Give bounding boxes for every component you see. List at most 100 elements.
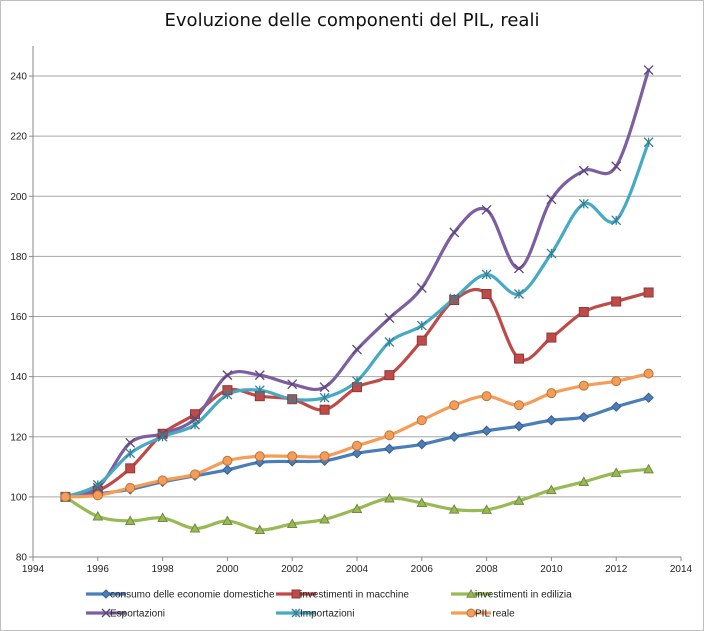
data-point-0-2010 bbox=[546, 415, 557, 426]
legend-item: Importazioni bbox=[276, 609, 354, 620]
x-tick-label: 2002 bbox=[281, 564, 304, 575]
data-point-4-2008 bbox=[481, 269, 492, 280]
data-point-2-2001 bbox=[254, 524, 266, 535]
data-point-2-2000 bbox=[222, 515, 233, 526]
data-point-5-2008 bbox=[481, 391, 492, 402]
y-tick-label: 140 bbox=[10, 372, 27, 383]
data-point-2-2006 bbox=[416, 497, 428, 507]
data-point-2-2010 bbox=[546, 484, 557, 495]
data-point-5-2004 bbox=[352, 440, 362, 451]
x-tick-label: 2004 bbox=[346, 564, 369, 575]
data-point-5-2005 bbox=[384, 430, 395, 441]
data-point-5-2001 bbox=[254, 451, 265, 462]
legend-label: investimenti in edilizia bbox=[475, 590, 572, 601]
series-line-3 bbox=[63, 68, 651, 499]
legend-marker bbox=[101, 608, 111, 618]
data-point-2-2013 bbox=[643, 463, 654, 474]
data-point-3-2001 bbox=[254, 370, 265, 381]
legend-item: investimenti in edilizia bbox=[451, 588, 572, 601]
data-point-3-2003 bbox=[319, 382, 330, 393]
data-point-5-2011 bbox=[578, 380, 589, 391]
legend-marker bbox=[291, 608, 301, 618]
data-point-5-2000 bbox=[222, 455, 233, 466]
data-point-1-1997 bbox=[125, 463, 136, 474]
data-point-5-2009 bbox=[514, 400, 524, 411]
legend-label: Importazioni bbox=[300, 609, 354, 620]
legend-item: Esportazioni bbox=[86, 609, 165, 620]
y-tick-label: 80 bbox=[16, 553, 28, 564]
x-tick-label: 2000 bbox=[216, 564, 239, 575]
x-tick-label: 2014 bbox=[670, 564, 693, 575]
data-point-5-1995 bbox=[60, 491, 71, 502]
y-tick-label: 180 bbox=[10, 252, 27, 263]
data-point-2-2011 bbox=[578, 476, 590, 486]
x-tick-label: 1998 bbox=[151, 564, 174, 575]
data-point-1-2008 bbox=[481, 288, 492, 299]
legend-marker bbox=[101, 589, 111, 599]
legend-item: consumo delle economie domestiche bbox=[86, 589, 275, 601]
data-point-5-1999 bbox=[190, 469, 200, 480]
data-point-4-2009 bbox=[514, 289, 524, 299]
data-point-1-2012 bbox=[611, 296, 622, 307]
data-point-4-2003 bbox=[319, 392, 330, 403]
data-point-2-2008 bbox=[481, 504, 492, 514]
data-point-4-2012 bbox=[611, 215, 622, 226]
data-point-0-2009 bbox=[513, 421, 525, 432]
series-line-2 bbox=[63, 467, 651, 532]
data-point-5-1998 bbox=[157, 475, 168, 486]
data-point-5-2013 bbox=[643, 368, 654, 379]
data-point-5-2010 bbox=[546, 388, 557, 399]
data-point-3-2008 bbox=[481, 204, 492, 215]
legend-label: consumo delle economie domestiche bbox=[110, 590, 275, 601]
data-point-3-2012 bbox=[611, 161, 622, 172]
data-point-3-2010 bbox=[546, 194, 557, 205]
data-point-2-1997 bbox=[124, 515, 136, 526]
data-point-1-2009 bbox=[514, 353, 524, 364]
data-point-1-2013 bbox=[643, 287, 654, 298]
y-tick-label: 160 bbox=[10, 312, 27, 323]
data-point-3-2013 bbox=[643, 65, 654, 76]
data-point-1-2006 bbox=[416, 335, 427, 346]
data-point-3-2011 bbox=[578, 165, 589, 176]
data-point-2-1996 bbox=[92, 510, 104, 521]
data-point-4-2005 bbox=[384, 337, 395, 348]
data-point-5-2002 bbox=[287, 451, 298, 462]
data-point-4-1998 bbox=[157, 431, 168, 442]
data-point-2-2004 bbox=[351, 503, 363, 514]
data-point-0-2011 bbox=[578, 412, 590, 423]
legend-marker bbox=[291, 589, 301, 599]
data-point-5-1996 bbox=[92, 490, 103, 501]
data-point-4-1996 bbox=[92, 479, 103, 490]
data-point-3-2000 bbox=[222, 370, 233, 381]
data-point-2-1999 bbox=[189, 522, 201, 533]
data-point-1-2010 bbox=[546, 332, 557, 343]
data-point-4-2006 bbox=[416, 320, 427, 331]
y-tick-label: 100 bbox=[10, 492, 27, 503]
data-point-1-2005 bbox=[384, 370, 395, 381]
data-point-4-2013 bbox=[643, 137, 654, 148]
data-point-2-2003 bbox=[319, 513, 330, 524]
legend-item: PIL reale bbox=[451, 608, 515, 620]
data-point-3-2002 bbox=[287, 379, 298, 390]
data-point-0-2013 bbox=[643, 392, 654, 403]
data-point-0-2008 bbox=[481, 425, 492, 436]
data-point-4-2001 bbox=[254, 385, 265, 396]
y-tick-label: 240 bbox=[10, 72, 27, 83]
data-point-4-2007 bbox=[449, 293, 460, 304]
legend-item: investimenti in macchine bbox=[276, 589, 409, 601]
y-tick-label: 200 bbox=[10, 192, 27, 203]
legend-marker bbox=[466, 588, 476, 598]
data-point-2-2012 bbox=[610, 467, 622, 477]
data-point-3-2006 bbox=[416, 283, 427, 293]
data-point-2-2005 bbox=[384, 492, 395, 503]
x-tick-label: 2006 bbox=[411, 564, 434, 575]
x-tick-label: 2010 bbox=[540, 564, 563, 575]
data-point-5-2007 bbox=[449, 400, 460, 411]
x-tick-label: 1996 bbox=[87, 564, 110, 575]
legend-marker bbox=[466, 608, 476, 618]
data-point-0-2007 bbox=[448, 431, 460, 442]
y-tick-label: 120 bbox=[10, 432, 27, 443]
data-point-3-2005 bbox=[384, 313, 395, 323]
legend-label: investimenti in macchine bbox=[300, 590, 409, 601]
data-point-3-2007 bbox=[449, 227, 460, 238]
